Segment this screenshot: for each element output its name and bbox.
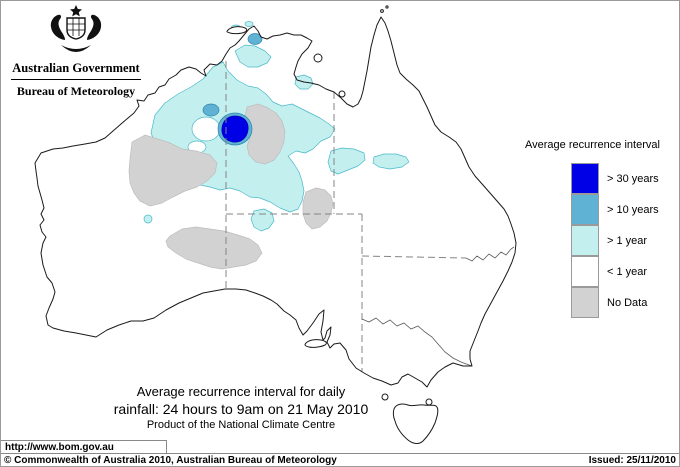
recurrence-region-gt30yr: [221, 115, 249, 143]
legend-label: No Data: [607, 296, 648, 309]
legend-swatch-nodata: [571, 286, 599, 318]
legend-label: < 1 year: [607, 265, 648, 278]
legend-item-gt30yr: > 30 years: [571, 163, 659, 194]
bom-logo: Australian Government Bureau of Meteorol…: [11, 3, 141, 99]
legend-item-gt1yr: > 1 year: [571, 224, 659, 256]
legend: > 30 years > 10 years > 1 year < 1 year …: [571, 163, 659, 318]
government-title: Australian Government: [11, 61, 141, 80]
legend-title: Average recurrence interval: [525, 139, 660, 151]
kangaroo-island-outline: [304, 339, 327, 348]
map-title-block: Average recurrence interval for daily ra…: [56, 384, 426, 432]
tasmania-outline: [392, 403, 439, 444]
legend-item-lt1yr: < 1 year: [571, 255, 659, 287]
recurrence-region-lt1yr-holes: [187, 116, 221, 154]
legend-label: > 30 years: [607, 172, 659, 185]
state-borders: [225, 61, 515, 372]
legend-swatch-gt1yr: [571, 224, 599, 256]
legend-label: > 10 years: [607, 203, 659, 216]
legend-item-gt10yr: > 10 years: [571, 193, 659, 225]
coastline: [34, 5, 517, 444]
map-title-line1: Average recurrence interval for daily: [136, 384, 346, 399]
bom-url: http://www.bom.gov.au: [1, 440, 167, 454]
issued-date: Issued: 25/11/2010: [588, 454, 676, 466]
legend-swatch-lt1yr: [571, 255, 599, 287]
bureau-title: Bureau of Meteorology: [16, 84, 136, 98]
legend-swatch-gt30yr: [571, 163, 599, 194]
map-title-line2: rainfall: 24 hours to 9am on 21 May 2010: [113, 401, 369, 417]
copyright-text: © Commonwealth of Australia 2010, Austra…: [4, 454, 337, 466]
legend-item-nodata: No Data: [571, 286, 659, 318]
no-data-regions: [128, 103, 334, 270]
coat-of-arms-icon: [50, 5, 102, 52]
map-title-line3: Product of the National Climate Centre: [146, 419, 336, 431]
legend-swatch-gt10yr: [571, 193, 599, 225]
legend-label: > 1 year: [607, 234, 648, 247]
melville-island-outline: [226, 26, 248, 35]
bottom-bar: © Commonwealth of Australia 2010, Austra…: [1, 453, 679, 466]
